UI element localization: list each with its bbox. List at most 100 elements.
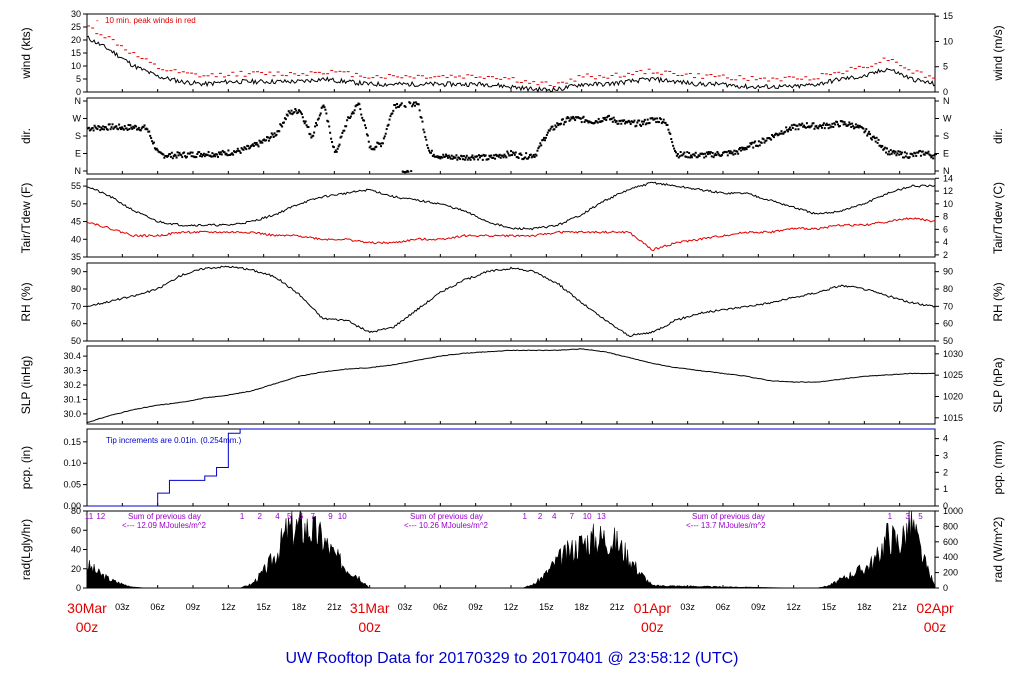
dir-point [407,170,410,173]
dir-point [260,140,263,143]
dir-point [929,154,932,157]
ytick-left-label: 35 [71,252,81,262]
dir-point [392,109,395,112]
ylabel-left-pcp: pcp. (in) [19,446,33,489]
dir-point [410,170,413,173]
dir-point [400,102,403,105]
dir-point [853,126,856,129]
dir-point [745,148,748,151]
dir-point [143,124,146,127]
dir-point [250,144,253,147]
dir-point [867,132,870,135]
wind-annotation-dash: - [96,16,99,25]
dir-point [350,112,353,115]
dir-point [830,125,833,128]
dir-point [310,136,313,139]
dir-point [748,145,751,148]
dir-point [655,121,658,124]
dir-point [494,157,497,160]
dir-point [610,117,613,120]
ytick-right-label: 1 [943,484,948,494]
dir-point [348,116,351,119]
dir-point [880,146,883,149]
ytick-right-label: E [943,149,949,159]
panel-frame-slp [86,345,936,425]
dir-point [209,154,212,157]
dir-point [889,149,892,152]
dir-point [462,158,465,161]
x-hour-label: 21z [327,602,342,612]
dir-point [239,151,242,154]
dir-point [131,127,134,130]
dir-point [732,153,735,156]
dir-point [226,154,229,157]
dir-point [395,106,398,109]
dir-point [704,152,707,155]
dir-point [236,147,239,150]
dir-point [305,124,308,127]
dir-point [152,141,155,144]
dir-point [756,145,759,148]
dir-point [356,104,359,107]
ytick-left-label: 0.15 [63,437,81,447]
dir-point [456,158,459,161]
dir-point [334,149,337,152]
dir-point [545,133,548,136]
x-hour-label: 18z [574,602,589,612]
dir-point [282,121,285,124]
ytick-right-label: 800 [943,521,958,531]
ytick-right-label: 2 [943,467,948,477]
dir-point [580,121,583,124]
dir-point [364,124,367,127]
dir-point [708,152,711,155]
dir-point [603,118,606,121]
dir-point [252,144,255,147]
dir-point [564,120,567,123]
dir-point [289,112,292,115]
dir-point [544,136,547,139]
dir-point [214,155,217,158]
dir-point [150,137,153,140]
dir-point [461,155,464,158]
dir-point [366,134,369,137]
rad-hour-mark: 2 [538,512,543,521]
rad-sum-value: <--- 12.09 MJoules/m^2 [122,521,207,530]
dir-point [429,151,432,154]
ytick-right-label: 90 [943,267,953,277]
dir-point [101,128,104,131]
dir-point [826,123,829,126]
dir-point [633,119,636,122]
dir-point [525,152,528,155]
dir-point [183,151,186,154]
dir-point [717,152,720,155]
dir-point [687,156,690,159]
dir-point [793,123,796,126]
panel-frame-rad [86,510,936,589]
dir-point [119,128,122,131]
dir-point [319,112,322,115]
dir-point [895,154,898,157]
dir-point [249,146,252,149]
ytick-right-label: 1020 [943,391,963,401]
rad-hour-mark: 12 [96,512,105,521]
dir-point [279,123,282,126]
dir-point [201,155,204,158]
ytick-right-label: S [943,131,949,141]
dir-point [690,154,693,157]
dir-point [503,153,506,156]
dir-point [315,124,318,127]
x-hour-label: 06z [433,602,448,612]
ytick-right-label: 14 [943,173,953,183]
dir-point [234,151,237,154]
dir-point [353,109,356,112]
dir-point [265,139,268,142]
dir-point [824,123,827,126]
x-day-label: 02Apr [916,600,954,616]
dir-point [232,153,235,156]
dir-point [130,126,133,129]
ytick-right-label: 0 [943,87,948,97]
dir-point [333,150,336,153]
dir-point [358,103,361,106]
dir-point [646,118,649,121]
